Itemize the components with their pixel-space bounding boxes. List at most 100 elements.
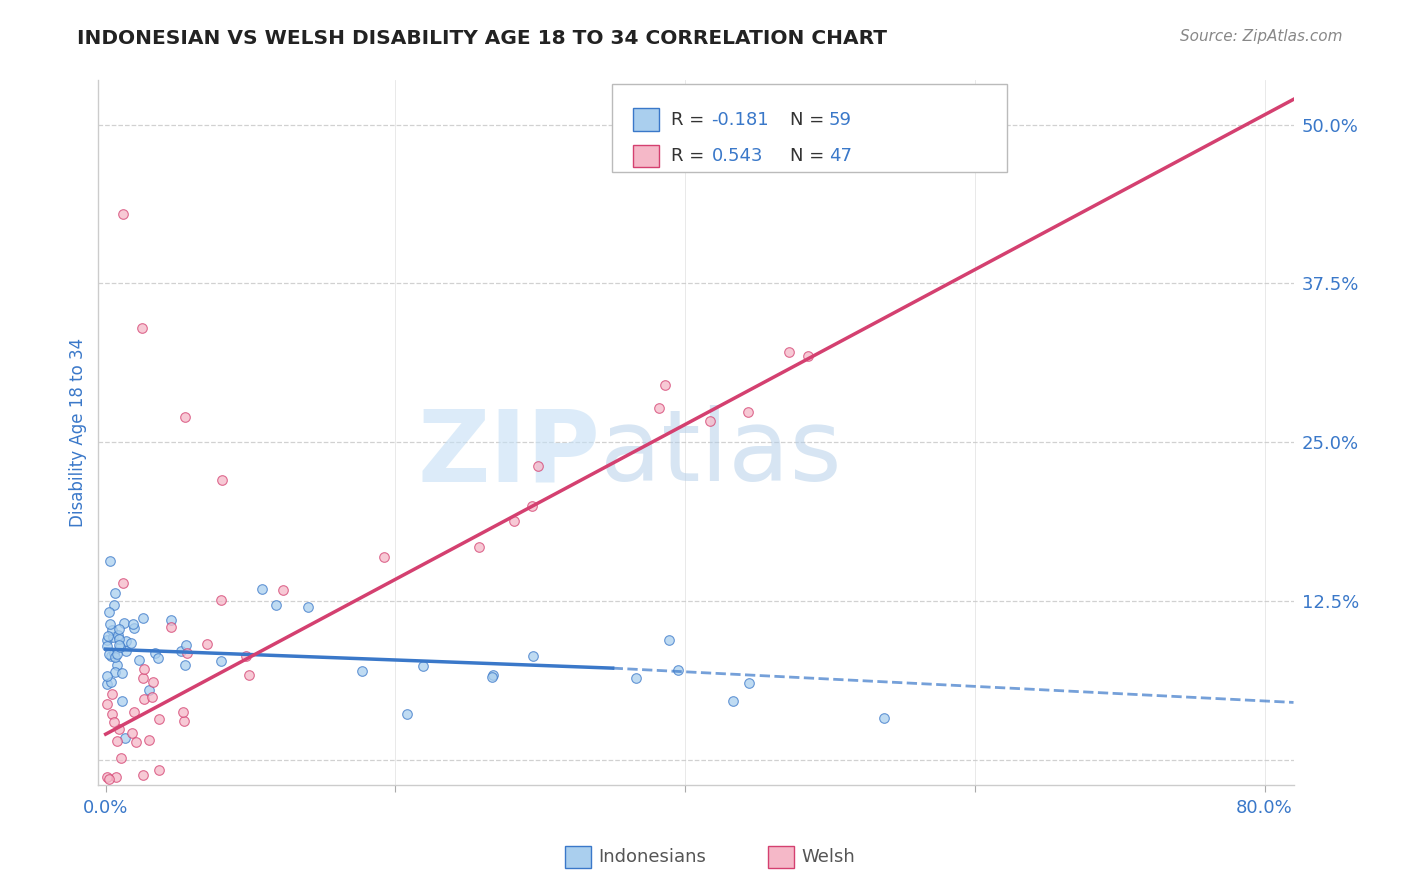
Point: [98, 554, 121, 568]
Point: [148, 763, 170, 777]
Point: [114, 644, 136, 658]
Point: [125, 735, 148, 749]
Point: [737, 676, 759, 690]
Text: 47: 47: [828, 147, 852, 165]
Point: [108, 622, 131, 636]
Point: [98, 772, 121, 786]
Point: [699, 413, 721, 427]
Point: [174, 409, 197, 424]
Point: [648, 401, 671, 415]
Point: [797, 349, 820, 363]
Point: [352, 664, 374, 678]
Text: ZIP: ZIP: [418, 405, 600, 502]
Point: [723, 694, 745, 708]
Text: Source: ZipAtlas.com: Source: ZipAtlas.com: [1180, 29, 1343, 44]
Point: [96, 697, 118, 711]
Point: [520, 500, 543, 514]
Point: [96, 668, 118, 682]
Point: [103, 646, 125, 660]
Text: 59: 59: [828, 111, 852, 128]
Point: [97, 605, 120, 619]
Point: [271, 582, 294, 597]
Point: [114, 731, 136, 745]
Point: [121, 726, 143, 740]
Point: [112, 616, 135, 631]
Point: [128, 653, 150, 667]
Point: [209, 592, 232, 607]
Point: [100, 649, 122, 664]
Text: -0.181: -0.181: [711, 111, 769, 128]
Point: [100, 706, 122, 721]
Point: [132, 671, 155, 685]
Point: [107, 647, 129, 661]
Point: [103, 715, 125, 730]
Point: [108, 632, 131, 647]
Point: [112, 206, 135, 220]
Point: [114, 633, 136, 648]
Y-axis label: Disability Age 18 to 34: Disability Age 18 to 34: [69, 338, 87, 527]
Point: [104, 586, 127, 600]
Point: [522, 648, 544, 663]
Point: [737, 404, 759, 418]
Point: [373, 549, 395, 564]
Point: [412, 658, 434, 673]
Point: [96, 639, 118, 653]
Point: [176, 646, 198, 660]
Point: [105, 734, 128, 748]
Point: [131, 321, 153, 335]
Point: [159, 613, 181, 627]
Point: [108, 722, 131, 736]
Point: [101, 631, 124, 645]
Point: [143, 646, 166, 660]
Point: [138, 682, 160, 697]
Point: [142, 674, 165, 689]
Point: [111, 694, 134, 708]
Point: [211, 473, 233, 487]
Point: [101, 687, 124, 701]
Point: [396, 707, 419, 722]
Point: [110, 750, 132, 764]
Point: [122, 621, 145, 635]
Point: [235, 648, 257, 663]
Point: [481, 670, 503, 684]
Point: [872, 711, 894, 725]
FancyBboxPatch shape: [768, 846, 794, 868]
FancyBboxPatch shape: [613, 84, 1007, 172]
Point: [482, 668, 505, 682]
Point: [146, 651, 169, 665]
Point: [654, 378, 676, 392]
Point: [526, 459, 548, 474]
Point: [778, 344, 800, 359]
Point: [195, 637, 218, 651]
Point: [134, 692, 156, 706]
Point: [658, 632, 681, 647]
Point: [264, 598, 287, 612]
Point: [468, 541, 491, 555]
Point: [105, 658, 128, 673]
Point: [112, 576, 135, 591]
Text: Indonesians: Indonesians: [598, 847, 706, 866]
Point: [132, 768, 155, 782]
Point: [134, 662, 156, 676]
Point: [176, 638, 198, 652]
Point: [96, 676, 118, 690]
Point: [173, 714, 195, 728]
Text: N =: N =: [790, 111, 831, 128]
Point: [148, 712, 170, 726]
Point: [141, 690, 163, 704]
Point: [107, 628, 129, 642]
Point: [97, 629, 120, 643]
Text: R =: R =: [671, 111, 710, 128]
Text: N =: N =: [790, 147, 831, 165]
Point: [666, 663, 689, 677]
Point: [107, 638, 129, 652]
Text: Welsh: Welsh: [801, 847, 855, 866]
Point: [104, 771, 127, 785]
Point: [111, 665, 134, 680]
Point: [97, 647, 120, 661]
Text: atlas: atlas: [600, 405, 842, 502]
Point: [297, 599, 319, 614]
FancyBboxPatch shape: [633, 109, 659, 131]
Point: [101, 624, 124, 638]
Text: R =: R =: [671, 147, 710, 165]
